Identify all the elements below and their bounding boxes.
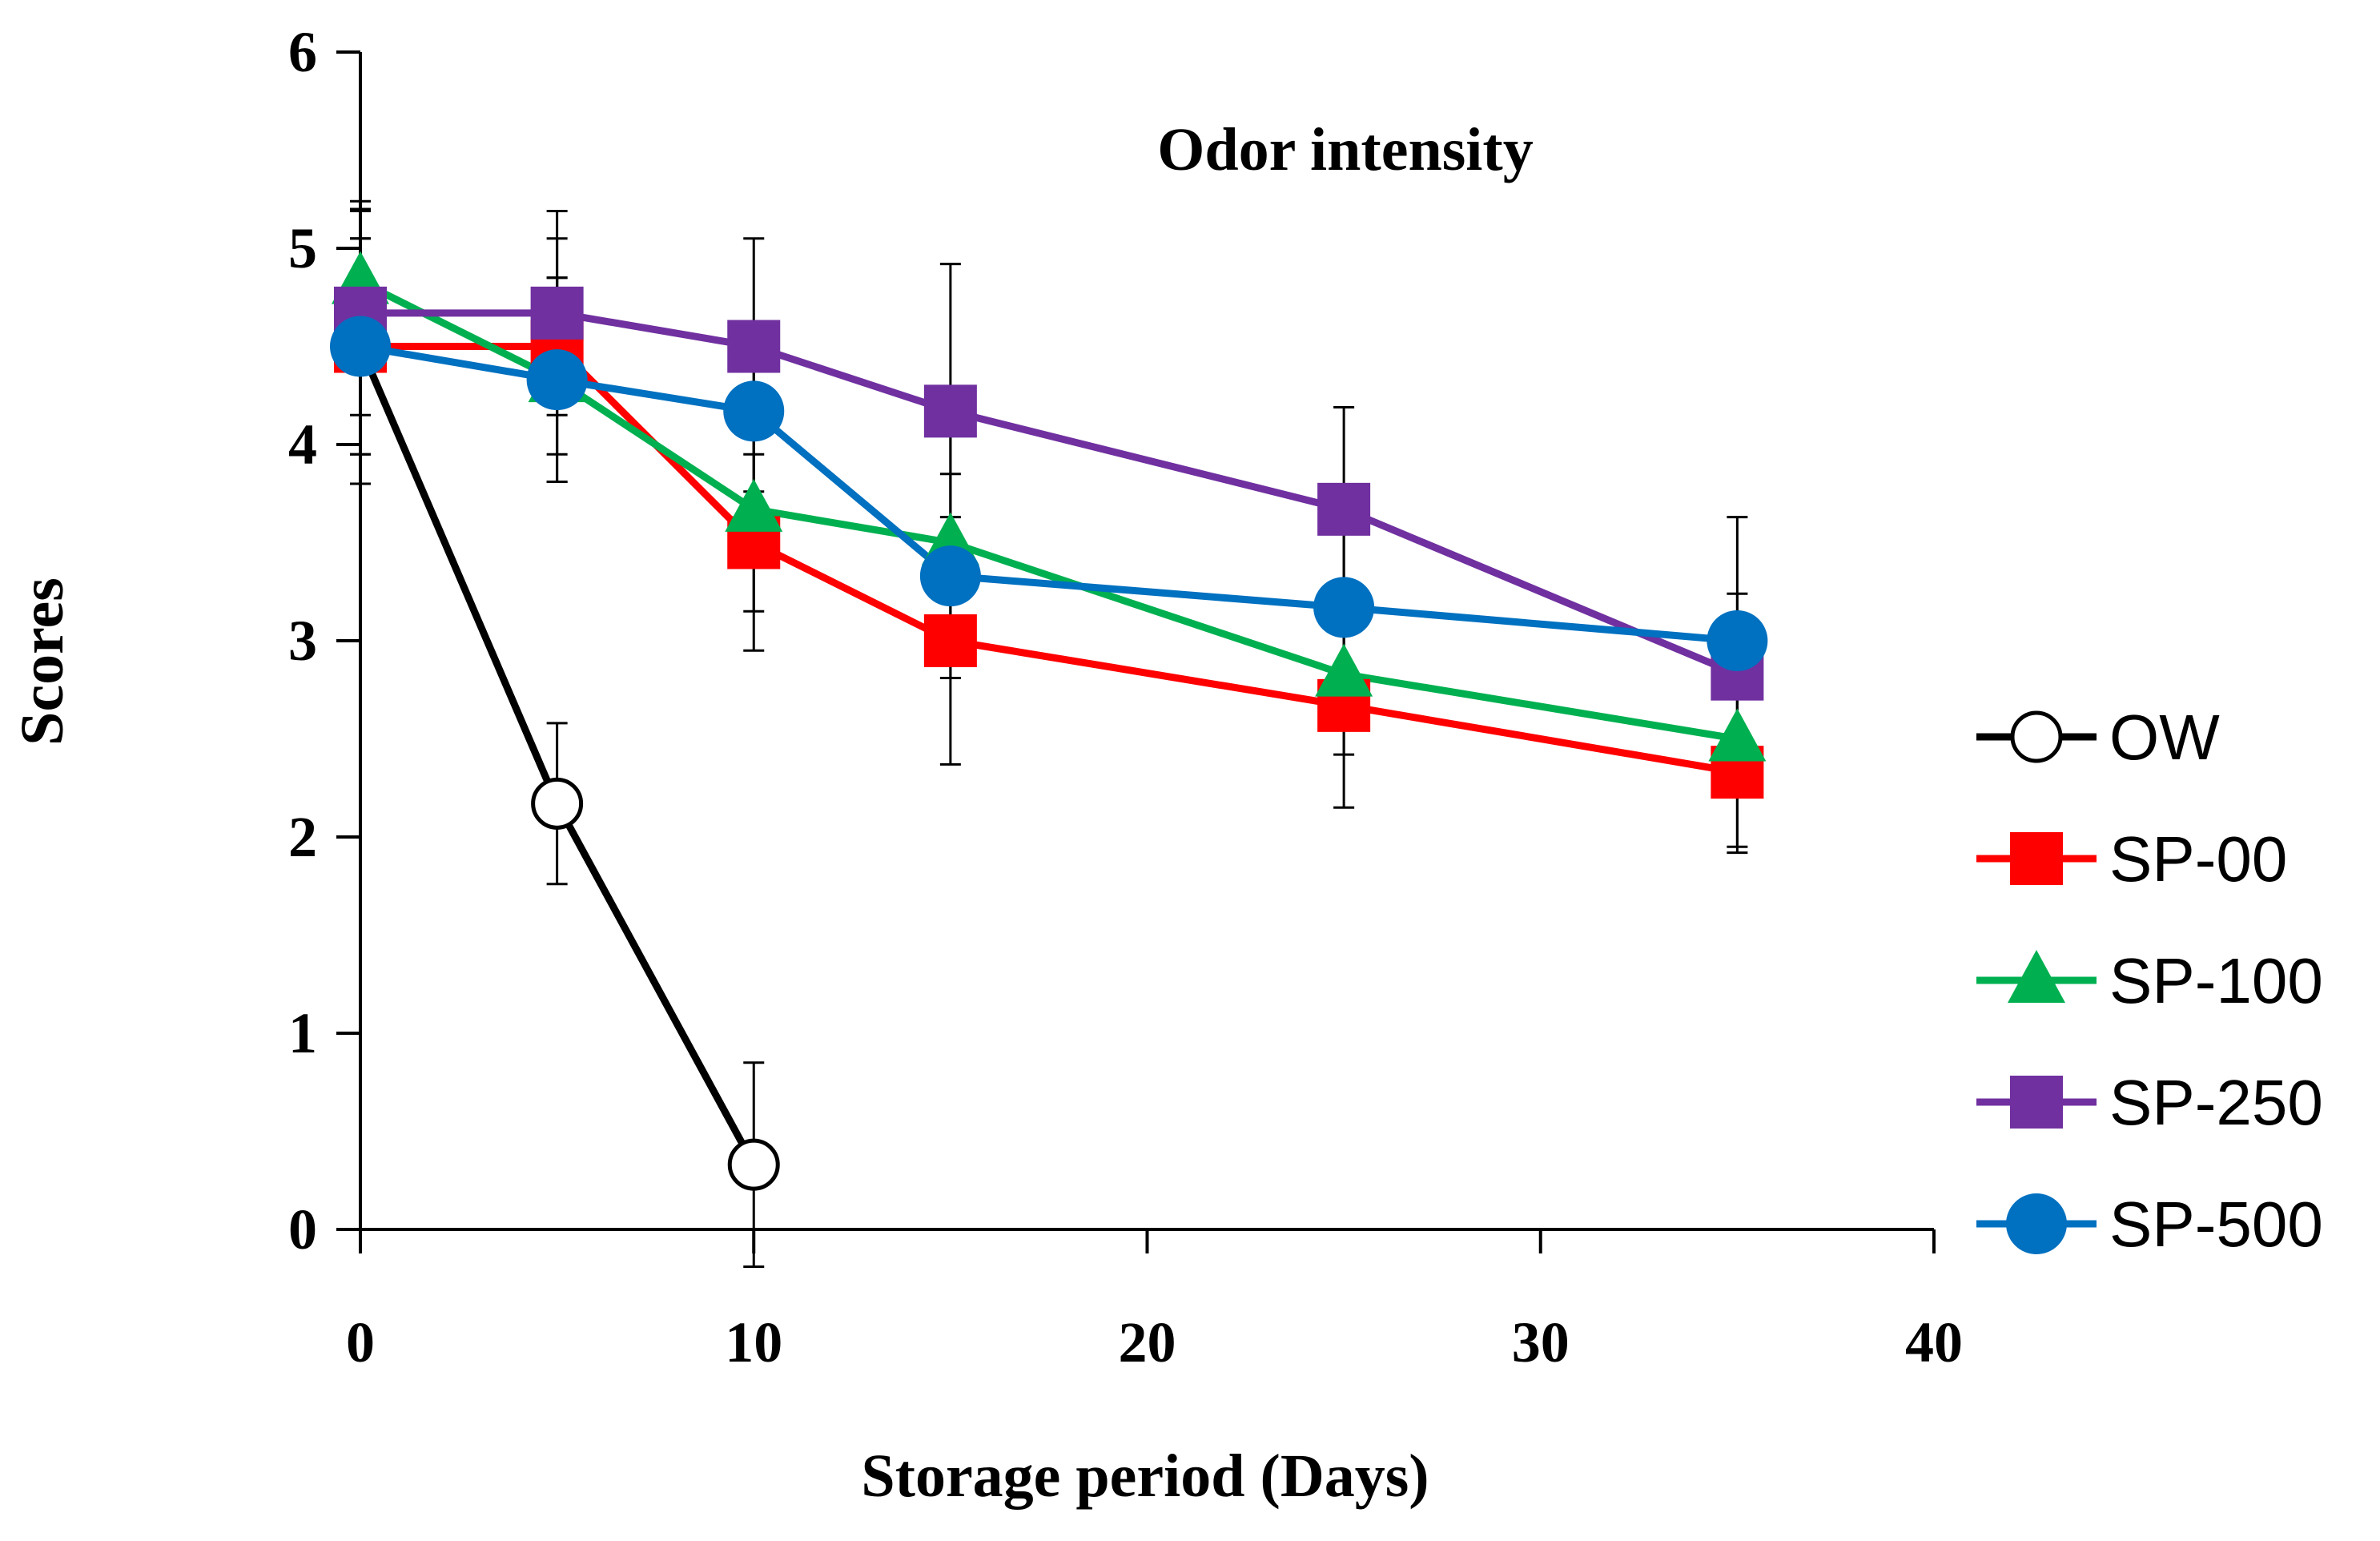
legend-item-ow: OW	[1976, 702, 2220, 773]
y-tick-label-0: 0	[288, 1197, 317, 1261]
legend-label-sp-00: SP-00	[2109, 823, 2287, 895]
y-tick-label-5: 5	[288, 216, 317, 280]
x-tick-label-0: 0	[346, 1310, 375, 1374]
y-tick-label-6: 6	[288, 20, 317, 84]
legend-label-sp-250: SP-250	[2109, 1067, 2323, 1138]
legend-item-sp-00: SP-00	[1976, 823, 2287, 895]
series-line-sp-500	[360, 343, 1738, 645]
legend-item-sp-100: SP-100	[1976, 945, 2323, 1016]
x-tick-label-10: 10	[725, 1310, 782, 1374]
series-lines	[356, 278, 1739, 1167]
legend-marker-sp-250	[2010, 1076, 2063, 1129]
series-line-sp-250	[360, 309, 1739, 678]
axes: 0 1 2 3 4 5 6 0 10 20 30 40	[288, 20, 1963, 1374]
data-point-sp-500-2	[723, 380, 785, 442]
legend: OW SP-00 SP-100 SP-250 SP-500	[1976, 702, 2323, 1260]
legend-item-sp-500: SP-500	[1976, 1189, 2323, 1260]
data-point-ow-1	[531, 777, 584, 830]
data-point-ow-2	[727, 1138, 780, 1191]
y-axis-title: Scores	[9, 577, 76, 746]
legend-marker-sp-100	[2008, 950, 2065, 1003]
legend-label-sp-500: SP-500	[2109, 1189, 2323, 1260]
series-line-sp-00	[360, 343, 1739, 776]
data-point-sp-500-1	[526, 349, 588, 411]
series-markers	[330, 251, 1768, 1191]
data-point-sp-250-3	[923, 384, 977, 438]
x-axis-title: Storage period (Days)	[861, 1442, 1429, 1510]
data-point-sp-500-0	[330, 316, 391, 377]
data-point-sp-500-3	[919, 545, 981, 607]
legend-item-sp-250: SP-250	[1976, 1067, 2323, 1138]
x-tick-label-40: 40	[1905, 1310, 1963, 1374]
y-tick-label-3: 3	[288, 609, 317, 673]
y-tick-label-2: 2	[288, 805, 317, 869]
data-point-sp-100-2	[725, 478, 783, 532]
legend-label-ow: OW	[2109, 702, 2220, 773]
data-point-sp-250-1	[530, 286, 584, 340]
data-point-sp-100-5	[1708, 708, 1767, 762]
y-tick-label-1: 1	[288, 1001, 317, 1065]
data-point-sp-500-5	[1707, 610, 1768, 671]
chart-title: Odor intensity	[1157, 116, 1533, 183]
legend-marker-sp-00	[2010, 832, 2063, 885]
data-point-sp-500-4	[1313, 577, 1375, 638]
data-point-sp-250-4	[1317, 482, 1371, 536]
legend-marker-ow	[2010, 710, 2063, 763]
x-tick-label-20: 20	[1119, 1310, 1176, 1374]
x-tick-label-30: 30	[1512, 1310, 1570, 1374]
data-point-sp-00-3	[923, 614, 977, 667]
legend-label-sp-100: SP-100	[2109, 945, 2323, 1016]
y-tick-label-4: 4	[288, 412, 317, 477]
data-point-sp-250-2	[727, 320, 781, 373]
series-line-sp-100	[358, 278, 1739, 742]
legend-marker-sp-500	[2006, 1193, 2067, 1254]
data-point-sp-100-4	[1315, 643, 1373, 697]
